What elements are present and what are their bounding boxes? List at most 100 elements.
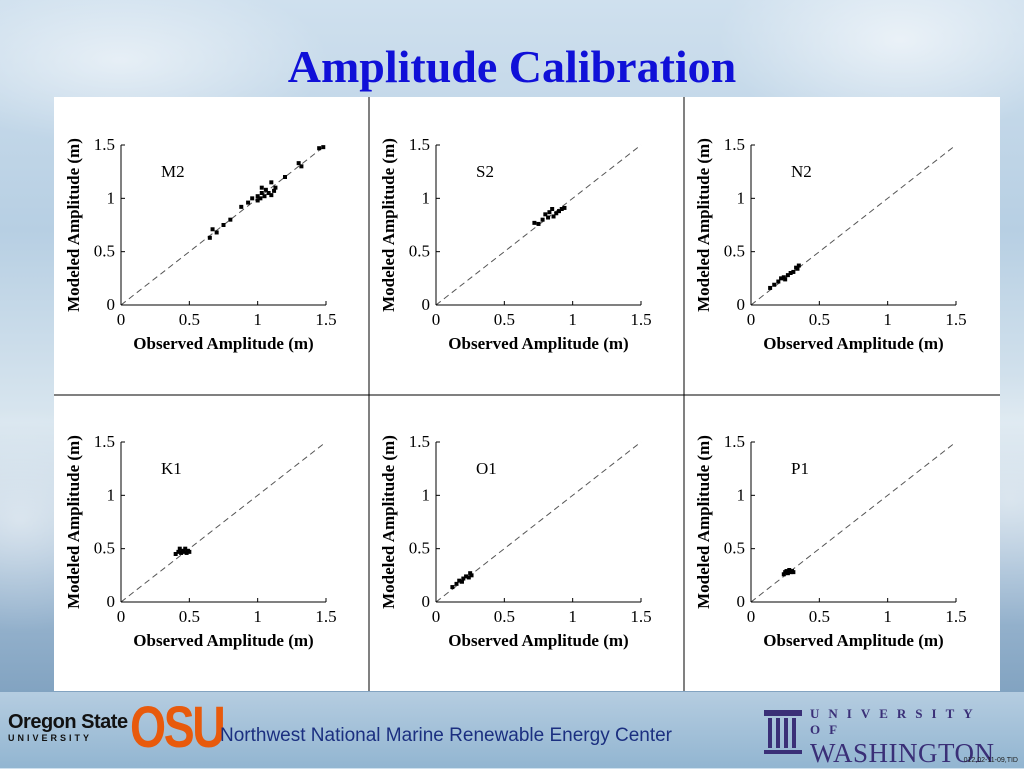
y-tick-label: 1.5 — [94, 432, 115, 451]
data-point — [258, 196, 263, 201]
x-tick-label: 1 — [883, 310, 892, 329]
data-point — [259, 185, 264, 190]
data-point — [532, 220, 537, 225]
osu-wordmark: Oregon State UNIVERSITY — [8, 712, 128, 743]
data-point — [272, 188, 277, 193]
osu-name: Oregon State — [8, 711, 128, 733]
x-tick-label: 1 — [568, 310, 577, 329]
data-point — [536, 221, 541, 226]
slide-title: Amplitude Calibration — [287, 41, 737, 92]
data-point — [785, 273, 790, 278]
data-point — [772, 282, 777, 287]
data-point — [296, 161, 301, 166]
y-tick-label: 0.5 — [409, 539, 430, 558]
x-tick-label: 1.5 — [315, 607, 336, 626]
data-point — [559, 207, 564, 211]
data-point — [796, 263, 801, 268]
data-point — [184, 550, 189, 555]
data-point — [177, 546, 182, 551]
reference-line — [120, 441, 327, 603]
y-tick-label: 0.5 — [724, 242, 745, 261]
data-point — [269, 180, 274, 185]
data-point — [210, 227, 215, 232]
x-tick-label: 0.5 — [809, 310, 830, 329]
data-point — [259, 191, 264, 195]
data-point — [250, 196, 255, 201]
x-axis-label: Observed Amplitude (m) — [133, 334, 313, 353]
data-point — [787, 568, 792, 572]
data-point — [221, 223, 226, 227]
data-point — [469, 573, 474, 578]
data-point — [557, 209, 561, 214]
data-point — [273, 185, 278, 190]
data-point — [321, 145, 326, 150]
x-tick-label: 1.5 — [945, 310, 966, 329]
x-tick-label: 0 — [117, 310, 126, 329]
data-point — [457, 578, 462, 583]
uw-university: UNIVERSITY OF — [810, 706, 982, 737]
y-tick-label: 1.5 — [409, 135, 430, 154]
data-point — [239, 204, 244, 209]
y-tick-label: 0.5 — [409, 242, 430, 261]
data-point — [776, 279, 781, 284]
y-tick-label: 0 — [422, 295, 431, 314]
y-tick-label: 0.5 — [94, 539, 115, 558]
y-tick-label: 1.5 — [724, 135, 745, 154]
panel-label: P1 — [791, 459, 809, 478]
slide-code: 012,02-11-09,TID — [963, 757, 1018, 764]
data-point — [784, 569, 789, 574]
x-tick-label: 1 — [253, 607, 262, 626]
x-tick-label: 0 — [117, 607, 126, 626]
y-tick-label: 1.5 — [724, 432, 745, 451]
x-tick-label: 1 — [883, 607, 892, 626]
data-point — [795, 266, 800, 271]
data-point — [540, 217, 545, 222]
y-tick-label: 1.5 — [94, 135, 115, 154]
x-axis-label: Observed Amplitude (m) — [763, 631, 943, 650]
uw-wordmark: UNIVERSITY OF WASHINGTON — [810, 706, 1024, 769]
osu-university: UNIVERSITY — [8, 733, 93, 743]
x-tick-label: 0.5 — [179, 310, 200, 329]
y-tick-label: 0 — [737, 295, 746, 314]
data-point — [779, 276, 784, 281]
data-point — [262, 194, 267, 199]
figure-panel: 0 0.5 1 1.5 0 0.5 1 1.5 Observed Amplitude (m) Mo… — [54, 97, 1000, 691]
data-point — [214, 230, 219, 235]
data-point — [468, 571, 473, 576]
data-point — [176, 549, 181, 554]
data-point — [207, 235, 212, 240]
x-tick-label: 1.5 — [630, 310, 651, 329]
data-point — [562, 205, 567, 210]
y-axis-label: Modeled Amplitude (m) — [379, 138, 398, 312]
data-point — [791, 570, 796, 575]
y-tick-label: 0 — [422, 592, 431, 611]
y-tick-label: 0 — [107, 295, 116, 314]
x-axis-label: Observed Amplitude (m) — [448, 631, 628, 650]
data-point — [450, 585, 455, 590]
uw-columns-icon — [764, 710, 802, 754]
center-name: Northwest National Marine Renewable Ener… — [220, 725, 673, 746]
data-point — [466, 575, 471, 580]
data-point — [183, 546, 188, 551]
data-point — [788, 271, 793, 275]
panel-label: N2 — [791, 162, 812, 181]
data-point — [299, 164, 304, 169]
x-tick-label: 0 — [432, 607, 441, 626]
data-point — [263, 187, 268, 192]
y-tick-label: 1 — [422, 188, 431, 207]
data-point — [269, 193, 274, 198]
x-tick-label: 1 — [253, 310, 262, 329]
reference-line — [750, 144, 957, 306]
data-point — [173, 552, 178, 556]
y-tick-label: 1 — [422, 485, 431, 504]
x-tick-label: 0.5 — [809, 607, 830, 626]
data-point — [283, 175, 287, 179]
y-tick-label: 1.5 — [409, 432, 430, 451]
y-tick-label: 0 — [107, 592, 116, 611]
data-point — [266, 191, 271, 195]
data-point — [459, 579, 464, 584]
panel-label: M2 — [161, 162, 185, 181]
